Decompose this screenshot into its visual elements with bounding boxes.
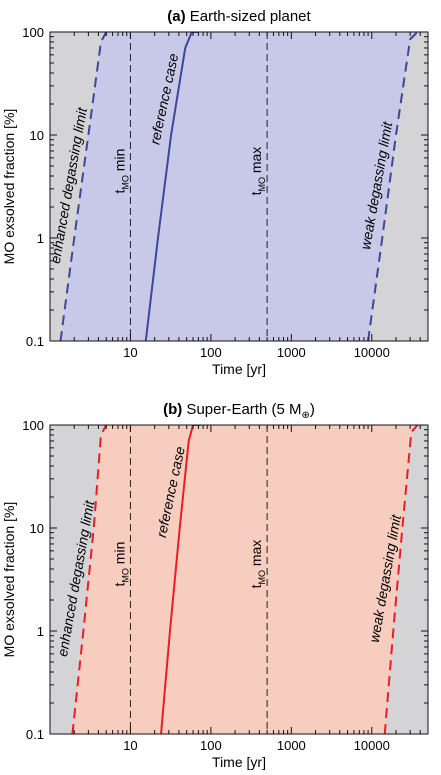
panel-title-tail: )	[310, 401, 315, 418]
tmo-tail: max	[248, 147, 264, 177]
panel-title: (b) Super-Earth (5 M⊕)	[163, 401, 315, 421]
x-tick-label: 1000	[277, 345, 306, 360]
tmo-subscript: MO	[257, 177, 267, 192]
tmo-main: t	[111, 582, 127, 586]
weak-degassing-limit-line	[367, 32, 419, 341]
x-tick-label: 100	[200, 345, 222, 360]
y-tick-label: 10	[30, 521, 44, 536]
tmo-main: t	[248, 584, 264, 588]
y-tick-label: 1	[37, 231, 44, 246]
plot-area	[59, 32, 419, 341]
panel-title-text: Super-Earth (5 M	[182, 401, 301, 418]
enhanced-degassing-limit-line	[71, 425, 108, 734]
plot-frame	[49, 31, 429, 342]
y-tick-label: 0.1	[26, 727, 44, 742]
y-axis-label: MO exsolved fraction [%]	[1, 109, 17, 265]
x-tick-label: 10000	[354, 738, 390, 753]
tmo-tail: min	[111, 149, 127, 175]
x-tick-label: 1000	[277, 738, 306, 753]
y-tick-label: 0.1	[26, 334, 44, 349]
degassing-range-band	[72, 425, 418, 734]
panel-title-subscript: ⊕	[301, 410, 309, 421]
plot-area	[71, 425, 419, 734]
y-tick-label: 10	[30, 128, 44, 143]
tmo-max-label: tMO max	[248, 540, 267, 589]
tmo-tail: min	[111, 542, 127, 568]
y-tick-label: 1	[37, 624, 44, 639]
panel-label: (a)	[167, 8, 185, 25]
tmo-max-label: tMO max	[248, 147, 267, 196]
x-axis-label: Time [yr]	[212, 361, 266, 377]
y-axis-label: MO exsolved fraction [%]	[1, 502, 17, 658]
reference-case-line	[160, 425, 201, 734]
x-tick-label: 10	[123, 345, 137, 360]
x-tick-label: 10	[123, 738, 137, 753]
tmo-main: t	[111, 189, 127, 193]
degassing-range-band	[60, 32, 418, 341]
y-tick-label: 100	[22, 25, 44, 40]
tmo-main: t	[248, 191, 264, 195]
y-tick-label: 100	[22, 418, 44, 433]
tmo-tail: max	[248, 540, 264, 570]
tmo-subscript: MO	[120, 568, 130, 583]
x-tick-label: 100	[200, 738, 222, 753]
x-tick-label: 10000	[354, 345, 390, 360]
reference-case-line	[144, 32, 199, 341]
x-axis-label: Time [yr]	[212, 754, 266, 770]
panel-title-text: Earth-sized planet	[186, 8, 312, 25]
panel-title: (a) Earth-sized planet	[167, 8, 311, 25]
tmo-min-label: tMO min	[111, 149, 130, 194]
enhanced-degassing-limit-line	[59, 32, 108, 341]
plot-frame	[49, 424, 429, 735]
panel-label: (b)	[163, 401, 182, 418]
tmo-subscript: MO	[257, 570, 267, 585]
weak-degassing-limit-line	[383, 425, 419, 734]
tmo-min-label: tMO min	[111, 542, 130, 587]
tmo-subscript: MO	[120, 175, 130, 190]
